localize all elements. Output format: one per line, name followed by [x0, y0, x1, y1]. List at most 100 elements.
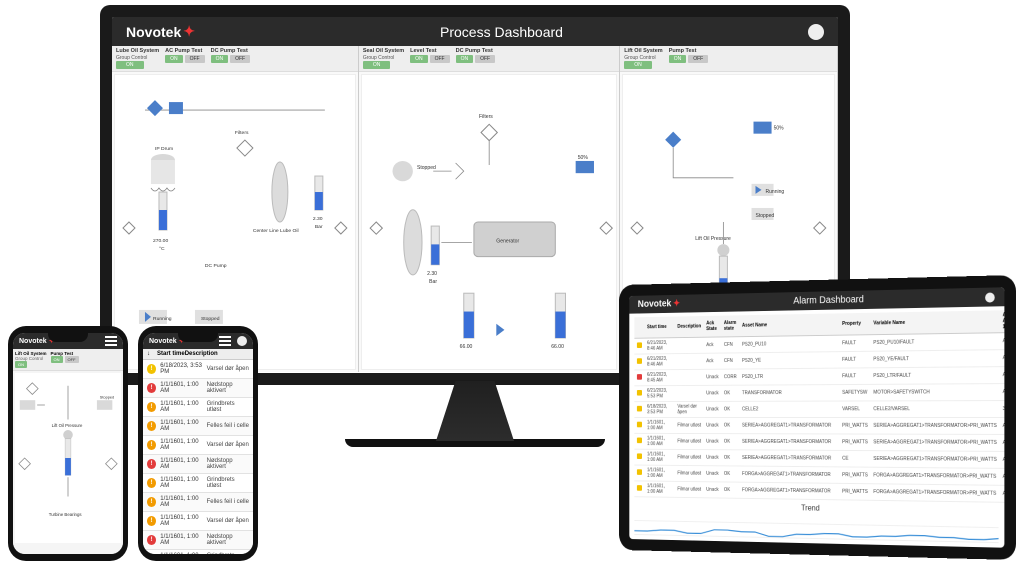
cell-state: OK — [721, 401, 739, 417]
trend-series — [634, 544, 998, 548]
alarm-row[interactable]: !1/1/1601, 1:00 AMFelles feil i celle — [143, 417, 253, 436]
alarm-row[interactable]: !1/1/1601, 1:00 AMVarsel dør åpen — [143, 512, 253, 531]
alarm-row[interactable]: !1/1/1601, 1:00 AMNødstopp aktivert — [143, 531, 253, 550]
alarm-description: Nødstopp aktivert — [207, 458, 249, 470]
table-row[interactable]: 6/18/2023, 3:53 PMVarsel dør åpenUnackOK… — [634, 400, 1004, 417]
table-header[interactable]: Alarm Area 1 — [1000, 310, 1005, 333]
cell-time: 1/1/1601, 1:00 AM — [644, 465, 669, 481]
col-start-time[interactable]: Start time — [157, 351, 185, 357]
cell-desc: Varsel dør åpen — [675, 401, 704, 417]
table-row[interactable]: 6/21/2023, 8:45 AMUnackCORRPS20_LTRFAULT… — [634, 366, 1004, 386]
table-row[interactable]: 1/1/1601, 1:00 AMFilmar utløstUnackOKSER… — [634, 418, 1004, 435]
alarm-row[interactable]: !1/1/1601, 1:00 AMGrindbrets utløst — [143, 550, 253, 554]
cell-ack: Unack — [704, 450, 722, 466]
test-off-button[interactable]: OFF — [430, 55, 450, 63]
cell-ack: Ack — [704, 353, 722, 369]
alarm-row[interactable]: !1/1/1601, 1:00 AMVarsel dør åpen — [143, 436, 253, 455]
alarm-row[interactable]: !1/1/1601, 1:00 AMGrindbrets utløst — [143, 474, 253, 493]
group-on-button[interactable]: ON — [363, 61, 391, 69]
cell-time: 6/21/2023, 5:53 PM — [644, 386, 669, 402]
svg-text:2.30: 2.30 — [427, 271, 437, 277]
severity-icon: ! — [147, 402, 156, 412]
table-row[interactable]: 6/21/2023, 5:53 PMUnackOKTRANSFORMATORSA… — [634, 383, 1004, 401]
sort-icon[interactable]: ↓ — [147, 351, 157, 357]
lift-pressure-label: Lift Oil Pressure — [52, 423, 83, 428]
svg-text:Bar: Bar — [315, 224, 323, 230]
user-icon[interactable] — [985, 292, 995, 302]
off-button[interactable]: OFF — [65, 356, 79, 363]
test-on-button[interactable]: ON — [410, 55, 428, 63]
app-header: Novotek ✦ Process Dashboard — [112, 17, 838, 46]
trend-chart — [634, 511, 998, 548]
cell-prop: FAULT — [839, 335, 870, 352]
cell-asset: CELLE2 — [739, 401, 834, 417]
table-header[interactable]: Property — [839, 313, 870, 335]
svg-text:270.00: 270.00 — [153, 238, 168, 244]
table-row[interactable]: 1/1/1601, 1:00 AMFilmar utløstUnackOKFOR… — [634, 481, 1004, 503]
cell-var: CELLE2/VARSEL — [871, 401, 1000, 418]
cell-var: SERIEA>AGGREGAT1>TRANSFORMATOR>PRI_WATTS — [871, 451, 1000, 469]
alarm-row[interactable]: !1/1/1601, 1:00 AMNødstopp aktivert — [143, 455, 253, 474]
alarm-description: Nødstopp aktivert — [207, 382, 249, 394]
cell-state: CORR — [721, 369, 739, 385]
test-on-button[interactable]: ON — [211, 55, 229, 63]
group-on-button[interactable]: ON — [116, 61, 144, 69]
user-icon[interactable] — [808, 24, 824, 40]
cell-time: 6/21/2023, 8:46 AM — [644, 338, 669, 354]
on-button[interactable]: ON — [51, 356, 63, 363]
cell-desc: Filmar utløst — [675, 418, 704, 434]
alarm-row[interactable]: !6/18/2023, 3:53 PMVarsel dør åpen — [143, 360, 253, 379]
brand-mark-icon: ✦ — [183, 23, 195, 40]
cell-prop: PRI_WATTS — [839, 483, 870, 500]
table-header[interactable]: Alarm state — [721, 315, 739, 337]
alarm-time: 1/1/1601, 1:00 AM — [160, 401, 202, 413]
table-header[interactable]: Ack State — [704, 316, 722, 338]
on-button[interactable]: ON — [15, 361, 27, 368]
table-header[interactable]: Start time — [644, 317, 669, 338]
alarm-description: Felles feil i celle — [207, 499, 249, 505]
svg-text:Bar: Bar — [429, 279, 437, 285]
test-label: DC Pump Test — [456, 48, 496, 54]
test-label: Level Test — [410, 48, 450, 54]
alarm-row[interactable]: !1/1/1601, 1:00 AMFelles feil i celle — [143, 493, 253, 512]
test-label: Pump Test — [669, 48, 709, 54]
severity-icon — [637, 358, 642, 364]
alarm-row[interactable]: !1/1/1601, 1:00 AMGrindbrets utløst — [143, 398, 253, 417]
user-icon[interactable] — [237, 336, 247, 346]
menu-icon[interactable] — [105, 336, 117, 346]
cell-state: OK — [721, 418, 739, 434]
test-on-button[interactable]: ON — [456, 55, 474, 63]
alarm-time: 1/1/1601, 1:00 AM — [160, 382, 202, 394]
alarm-row[interactable]: !1/1/1601, 1:00 AMNødstopp aktivert — [143, 379, 253, 398]
test-off-button[interactable]: OFF — [688, 55, 708, 63]
test-off-button[interactable]: OFF — [185, 55, 205, 63]
cell-prop: FAULT — [839, 351, 870, 368]
severity-icon — [637, 406, 642, 412]
cell-ack: Unack — [704, 466, 722, 482]
table-header[interactable]: Variable Name — [871, 310, 1000, 334]
test-on-button[interactable]: ON — [165, 55, 183, 63]
svg-text:Stopped: Stopped — [756, 213, 775, 219]
brand-mark-icon: ✦ — [673, 299, 680, 309]
cell-asset: PS20_PU10 — [739, 335, 834, 353]
table-header[interactable]: Asset Name — [739, 313, 834, 336]
cell-var: PS20_LTR/FAULT — [871, 367, 1000, 385]
phone-notch — [48, 333, 88, 342]
severity-icon: ! — [147, 535, 156, 545]
cell-ack: Unack — [704, 482, 722, 498]
test-off-button[interactable]: OFF — [230, 55, 250, 63]
menu-icon[interactable] — [219, 336, 231, 346]
brand-name: Novotek — [149, 338, 177, 345]
test-off-button[interactable]: OFF — [475, 55, 495, 63]
brand-name: Novotek — [126, 24, 181, 40]
table-header[interactable]: Description — [675, 316, 704, 338]
severity-icon — [637, 453, 642, 459]
group-on-button[interactable]: ON — [624, 61, 652, 69]
alarm-description: Grindbrets utløst — [207, 477, 249, 489]
test-label: DC Pump Test — [211, 48, 251, 54]
test-on-button[interactable]: ON — [669, 55, 687, 63]
col-description[interactable]: Description — [185, 351, 218, 357]
cell-var: MOTOR>SAFETYSWITCH — [871, 384, 1000, 401]
cell-asset: PS20_YE — [739, 352, 834, 369]
monitor-stand — [410, 381, 540, 441]
